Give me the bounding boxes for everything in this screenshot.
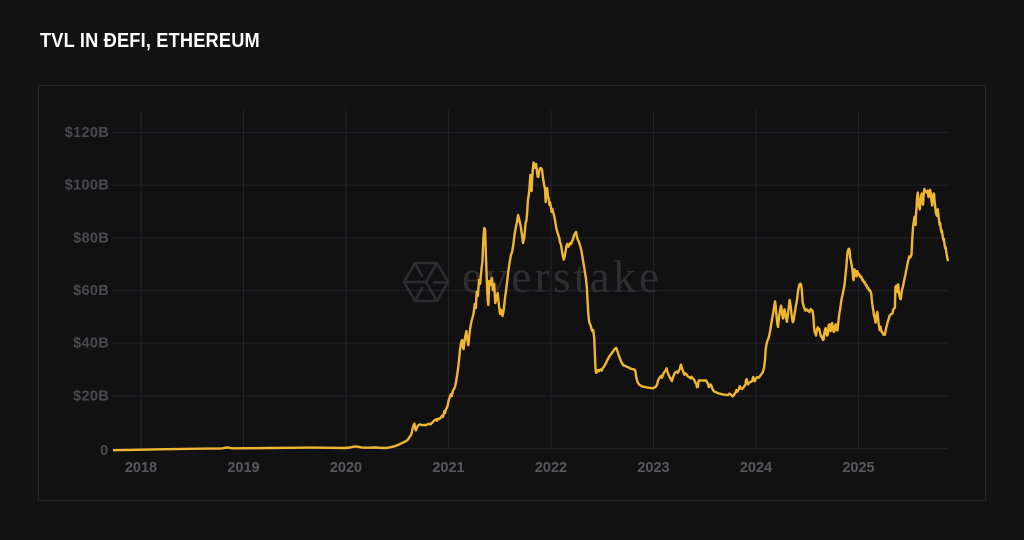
svg-text:$120B: $120B [65, 125, 109, 141]
svg-text:2024: 2024 [740, 460, 772, 476]
svg-text:2020: 2020 [330, 460, 362, 476]
svg-text:2021: 2021 [432, 460, 464, 476]
svg-text:$80B: $80B [73, 230, 109, 246]
svg-text:2023: 2023 [637, 460, 669, 476]
svg-text:2025: 2025 [842, 460, 874, 476]
svg-text:2022: 2022 [535, 460, 567, 476]
svg-text:2019: 2019 [227, 460, 259, 476]
svg-text:0: 0 [100, 443, 108, 459]
svg-text:$100B: $100B [65, 178, 109, 194]
svg-text:2018: 2018 [125, 460, 157, 476]
svg-text:$60B: $60B [73, 283, 109, 299]
svg-text:$20B: $20B [73, 388, 109, 404]
svg-text:$40B: $40B [73, 336, 109, 352]
